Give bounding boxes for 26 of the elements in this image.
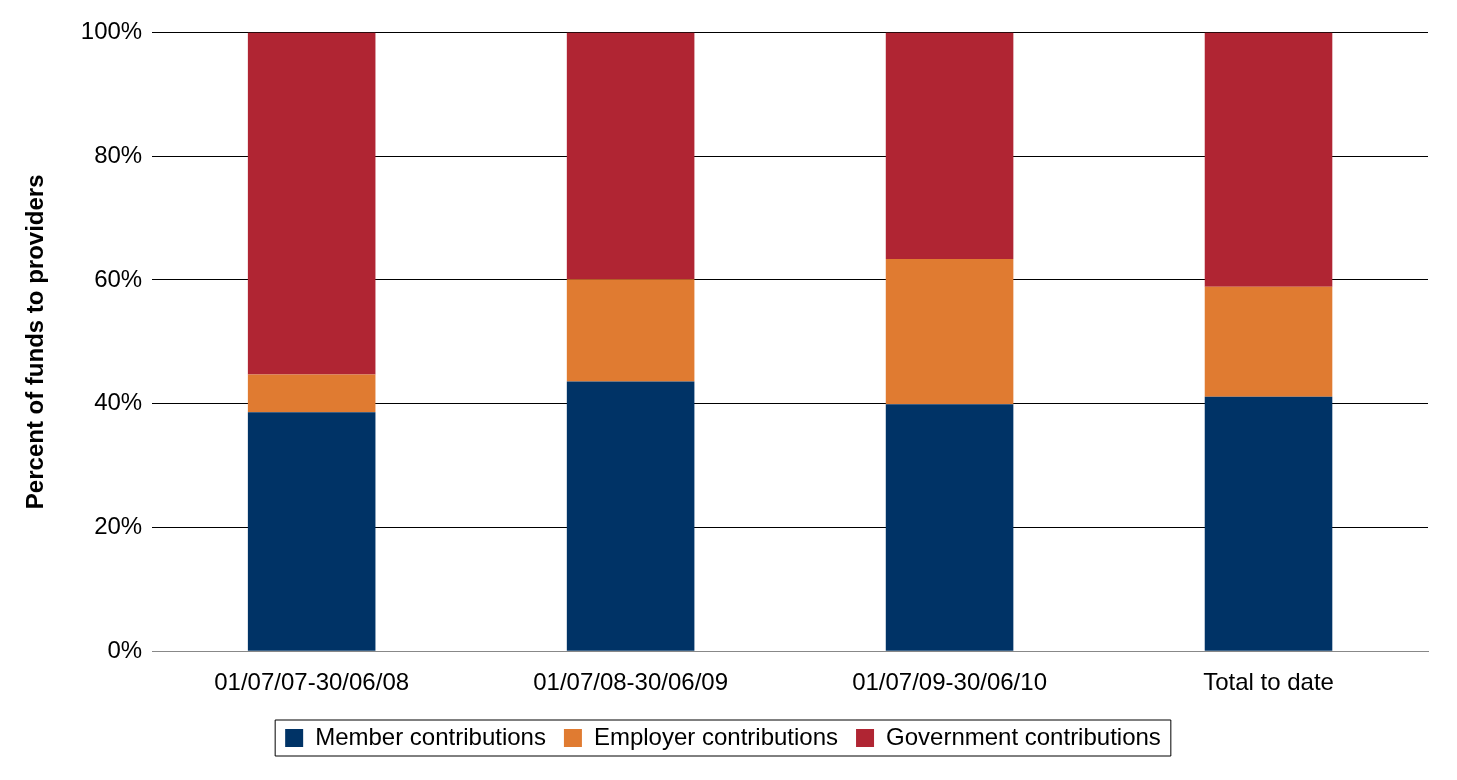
legend-label: Employer contributions [593,722,839,750]
y-axis-title: Percent of funds to providers [21,174,49,510]
y-tick-label: 80% [94,140,143,168]
bar [566,279,695,382]
bar [885,258,1014,405]
y-tick-label: 20% [94,512,143,540]
y-tick-label: 40% [94,388,143,416]
bar [247,32,376,375]
bar [885,404,1014,651]
bar [885,32,1014,259]
y-tick-label: 60% [94,264,143,292]
x-tick-label: 01/07/09-30/06/10 [852,668,1047,696]
bar [247,374,376,413]
bar [247,412,376,651]
legend-label: Member contributions [315,722,546,750]
bar [1204,396,1333,651]
x-tick-label: Total to date [1203,668,1334,696]
x-tick-label: 01/07/07-30/06/08 [214,668,410,696]
bar [566,32,695,280]
bar [1204,32,1333,287]
bar [1204,286,1333,397]
y-tick-label: 100% [80,17,143,45]
bar [566,381,695,651]
legend-label: Government contributions [886,722,1161,750]
y-tick-label: 0% [107,635,143,663]
x-tick-label: 01/07/08-30/06/09 [533,668,729,696]
